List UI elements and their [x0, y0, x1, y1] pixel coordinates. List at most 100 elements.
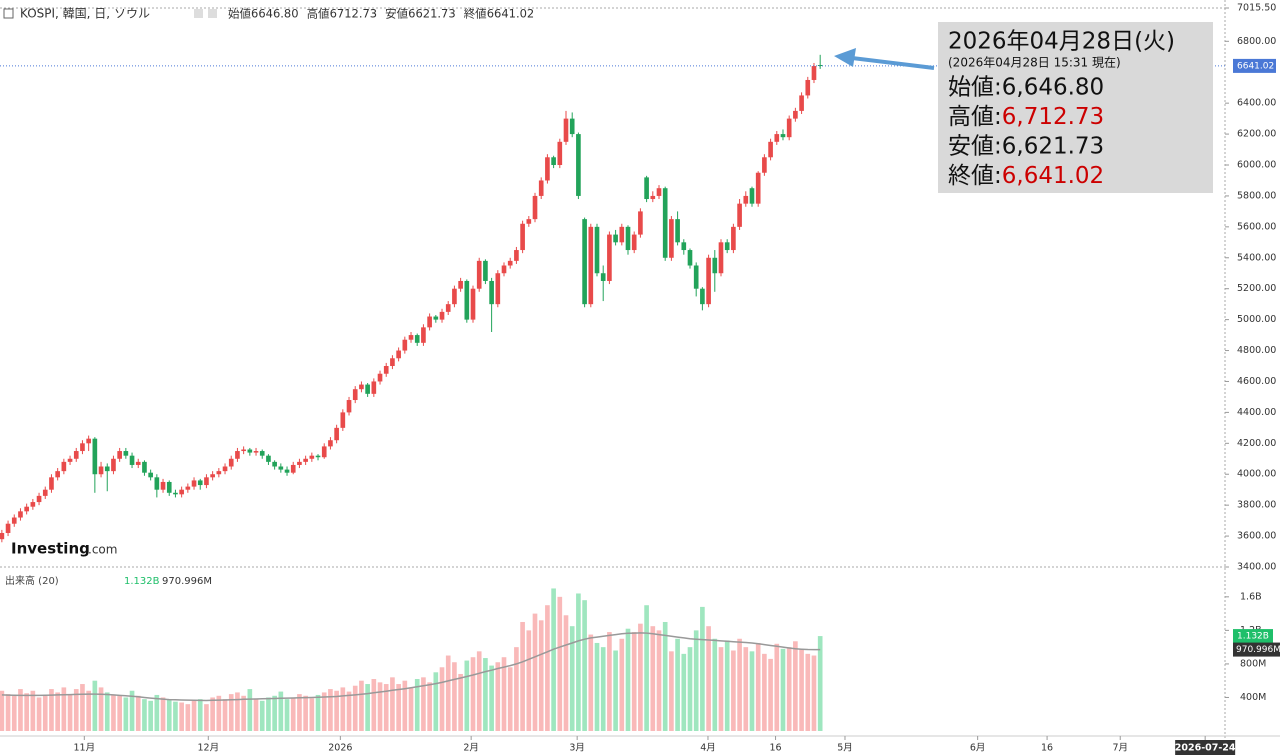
- candle-body: [656, 188, 662, 196]
- volume-bar: [315, 694, 321, 731]
- collapse-icon[interactable]: [3, 8, 14, 19]
- settings-button[interactable]: [194, 9, 203, 18]
- candle-body: [445, 304, 451, 312]
- candle-body: [749, 188, 755, 204]
- y-tick-label: 4400.00: [1237, 407, 1276, 418]
- volume-bar: [476, 651, 482, 731]
- y-tick-label: 4000.00: [1237, 469, 1276, 480]
- candle-body: [241, 449, 246, 452]
- volume-bar: [557, 596, 563, 731]
- header-label: 始値: [228, 7, 251, 21]
- header-label: 終値: [464, 7, 487, 21]
- info-label: 始値:: [948, 75, 1002, 101]
- volume-bar: [427, 682, 432, 731]
- volume-bar: [545, 605, 550, 731]
- candle-body: [278, 466, 284, 470]
- candle-body: [5, 523, 11, 533]
- volume-bar: [452, 662, 457, 731]
- volume-bar: [166, 699, 172, 731]
- y-tick-label: 7015.50: [1237, 3, 1276, 14]
- volume-bar: [805, 653, 811, 731]
- candle-body: [253, 451, 259, 453]
- info-label: 高値:: [948, 104, 1002, 130]
- candle-body: [619, 226, 625, 243]
- volume-bar: [383, 684, 389, 731]
- y-tick-label: 4600.00: [1237, 376, 1276, 387]
- volume-y-tick-label: 1.6B: [1240, 591, 1262, 602]
- candle-body: [613, 234, 618, 243]
- arrow-shaft: [851, 56, 935, 70]
- volume-bar: [272, 695, 277, 731]
- candle-body: [507, 260, 513, 266]
- info-label: 安値:: [948, 134, 1002, 160]
- candle-body: [309, 455, 315, 459]
- candle-body: [557, 141, 563, 166]
- header-value: 6641.02: [487, 7, 535, 21]
- candle-body: [489, 280, 494, 305]
- candle-body: [160, 481, 166, 490]
- volume-bar: [61, 687, 67, 731]
- candle-body: [774, 134, 780, 142]
- info-panel: 2026年04月28日(火) (2026年04月28日 15:31 現在) 始値…: [834, 22, 1213, 193]
- volume-bar: [551, 588, 556, 731]
- volume-bar: [638, 623, 643, 731]
- candle-body: [414, 335, 420, 343]
- candle-body: [755, 172, 761, 204]
- x-tick-label: 12月: [198, 743, 220, 754]
- volume-ma-line: [1, 632, 821, 702]
- volume-bar: [222, 699, 228, 731]
- candle-body: [117, 451, 122, 459]
- candle-body: [73, 451, 79, 459]
- candle-body: [166, 481, 172, 493]
- close-button[interactable]: [208, 9, 217, 18]
- candle-body: [743, 195, 749, 204]
- candle-body: [793, 110, 798, 119]
- volume-bar: [18, 689, 23, 731]
- candle-body: [42, 489, 48, 496]
- volume-bar: [700, 606, 705, 731]
- candle-body: [315, 455, 321, 458]
- volume-bar: [507, 667, 513, 731]
- y-tick-label: 4200.00: [1237, 438, 1276, 449]
- candle-body: [104, 466, 110, 472]
- candle-body: [61, 461, 67, 472]
- volume-bar: [123, 697, 129, 731]
- candle-body: [799, 95, 804, 111]
- volume-bar: [681, 653, 687, 731]
- x-tick-highlight: [1175, 740, 1236, 755]
- volume-bar: [576, 593, 581, 731]
- candle-body: [464, 280, 470, 320]
- volume-bar: [210, 697, 215, 731]
- logo-suffix: .com: [88, 543, 117, 557]
- volume-bar: [191, 700, 197, 731]
- candle-body: [470, 288, 476, 320]
- candle-body: [235, 451, 240, 459]
- volume-bar: [780, 648, 786, 731]
- candle-body: [98, 466, 104, 475]
- candle-body: [259, 451, 265, 456]
- candle-body: [458, 280, 463, 289]
- candle-body: [30, 502, 36, 507]
- candle-body: [600, 273, 606, 281]
- candle-body: [551, 157, 556, 166]
- volume-y-tick-label: 800M: [1240, 658, 1266, 669]
- candle-body: [631, 234, 637, 251]
- candle-body: [452, 288, 457, 305]
- candle-body: [328, 440, 333, 447]
- volume-bar: [650, 626, 656, 731]
- volume-bar: [607, 632, 612, 731]
- plot: 3400.00 3600.00 3800.00 4000.00 4200.00 4400.…: [0, 3, 1280, 755]
- volume-bar: [92, 680, 98, 731]
- candle-body: [520, 223, 525, 251]
- volume-bar: [377, 682, 383, 731]
- x-tick-label: 5月: [837, 743, 853, 754]
- volume-bar: [253, 699, 259, 731]
- candle-body: [687, 250, 693, 266]
- candle-body: [297, 461, 302, 465]
- volume-bar: [36, 697, 42, 731]
- volume-bar: [80, 684, 85, 731]
- candle-body: [18, 511, 23, 518]
- volume-bar: [396, 684, 401, 731]
- candle-body: [681, 242, 687, 251]
- header-label: 安値: [385, 7, 408, 21]
